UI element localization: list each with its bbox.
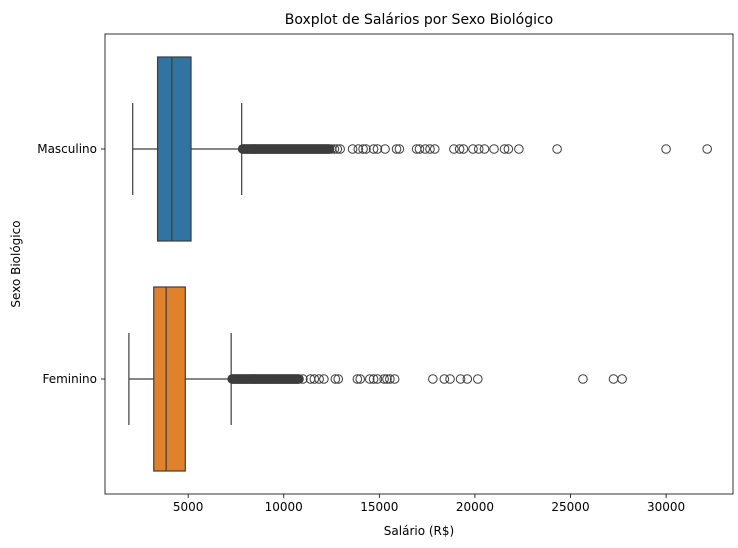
outlier-point	[382, 374, 392, 384]
outlier-point	[499, 144, 510, 154]
outlier-point	[489, 144, 499, 154]
box-iqr	[156, 56, 192, 242]
x-tick-label: 30000	[647, 500, 685, 514]
plot-frame	[104, 33, 734, 495]
outlier-point	[425, 144, 435, 154]
outlier-point	[335, 144, 345, 154]
outlier-point	[473, 144, 484, 154]
box-group-masculino	[132, 56, 712, 242]
x-axis-label: Salário (R$)	[384, 524, 454, 538]
x-axis: 5000 10000 15000 20000 25000 30000	[173, 494, 685, 514]
outlier-point	[503, 144, 514, 154]
outlier-point	[578, 374, 588, 384]
outlier-point	[445, 374, 455, 384]
outlier-point	[472, 374, 483, 384]
outlier-point	[330, 374, 341, 384]
outlier-point	[479, 144, 490, 154]
outlier-point	[333, 374, 344, 384]
outlier-point	[385, 374, 395, 384]
y-axis-label: Sexo Biológico	[9, 220, 23, 307]
outlier-point	[368, 374, 379, 384]
outlier-point	[298, 374, 308, 384]
outlier-point	[458, 144, 469, 154]
x-tick-label: 25000	[551, 500, 589, 514]
outlier-point	[617, 374, 627, 384]
x-tick-label: 15000	[360, 500, 398, 514]
outlier-points	[237, 144, 712, 154]
outlier-point	[428, 374, 438, 384]
outlier-point	[439, 374, 450, 384]
outlier-point	[329, 144, 340, 154]
outlier-point	[314, 374, 324, 384]
outlier-point	[347, 144, 358, 154]
plot-area	[128, 56, 712, 472]
outlier-point	[552, 144, 562, 154]
y-tick-label: Masculino	[37, 142, 97, 156]
outlier-point	[394, 144, 405, 154]
outlier-point	[468, 144, 478, 154]
outlier-point	[661, 144, 671, 154]
outlier-point	[372, 144, 383, 154]
outlier-point	[294, 374, 304, 384]
outlier-point	[455, 374, 466, 384]
box-group-feminino	[128, 286, 627, 472]
outlier-point	[608, 374, 619, 384]
outlier-point	[355, 374, 366, 384]
outlier-point	[358, 144, 368, 154]
outlier-point	[389, 374, 400, 384]
outlier-point	[319, 374, 329, 384]
outlier-point	[361, 144, 371, 154]
outlier-point	[352, 374, 363, 384]
box-iqr	[153, 286, 186, 472]
outlier-point	[332, 144, 343, 154]
outlier-point	[449, 144, 459, 154]
y-axis: Masculino Feminino	[37, 142, 105, 386]
outlier-point	[514, 144, 524, 154]
outlier-point	[454, 144, 465, 154]
outlier-point	[380, 144, 390, 154]
outlier-point	[353, 144, 364, 154]
x-tick-label: 20000	[456, 500, 494, 514]
x-tick-label: 5000	[173, 500, 204, 514]
chart-title: Boxplot de Salários por Sexo Biológico	[285, 12, 553, 28]
outlier-point	[414, 144, 425, 154]
outlier-point	[391, 144, 402, 154]
outlier-points	[227, 374, 627, 384]
y-tick-label: Feminino	[42, 372, 97, 386]
outlier-point	[309, 374, 320, 384]
x-tick-label: 10000	[265, 500, 303, 514]
outlier-point	[462, 374, 473, 384]
outlier-point	[364, 374, 375, 384]
outlier-point	[702, 144, 712, 154]
outlier-point	[372, 374, 383, 384]
outlier-point	[420, 144, 431, 154]
outlier-point	[368, 144, 379, 154]
outlier-point	[379, 374, 389, 384]
outlier-point	[429, 144, 440, 154]
